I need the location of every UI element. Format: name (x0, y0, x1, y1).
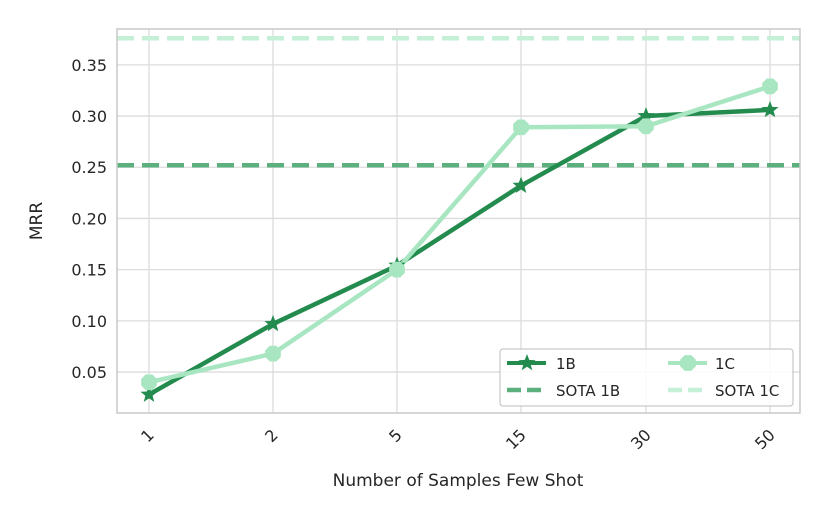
y-tick-label: 0.05 (71, 363, 107, 382)
data-point-1c (265, 345, 281, 362)
legend-1c-octagon-marker (680, 355, 696, 371)
data-point-1c (141, 374, 157, 391)
y-tick-label: 0.30 (71, 107, 107, 126)
y-tick-label: 0.10 (71, 312, 107, 331)
data-point-1b (140, 385, 158, 402)
x-tick-labels: 1 2 5 15 30 50 (137, 425, 779, 453)
series-line-1b (147, 107, 771, 397)
data-point-1c (513, 119, 529, 136)
data-point-1c (638, 118, 654, 135)
y-axis-title: MRR (27, 202, 47, 240)
data-point-1c (762, 78, 778, 95)
legend-1b-label: 1B (556, 355, 576, 373)
y-tick-labels: 0.05 0.10 0.15 0.20 0.25 0.30 0.35 (71, 56, 107, 382)
data-point-1b (264, 314, 282, 332)
x-tick-label: 50 (751, 425, 779, 453)
x-axis-title: Number of Samples Few Shot (333, 471, 584, 491)
x-tick-label: 1 (137, 425, 158, 446)
data-point-1b (512, 176, 530, 193)
data-series (140, 78, 779, 402)
x-tick-label: 30 (627, 425, 655, 453)
legend-sota-1c-label: SOTA 1C (715, 382, 779, 400)
x-tick-label: 2 (261, 425, 282, 446)
data-point-1b (761, 100, 779, 118)
data-point-1b (637, 107, 655, 124)
legend-1c-label: 1C (715, 355, 735, 373)
y-tick-label: 0.20 (71, 209, 107, 228)
plot-frame (116, 28, 801, 414)
x-tick-label: 15 (502, 425, 530, 453)
legend-sota-1b-label: SOTA 1B (556, 382, 620, 400)
legend: 1B 1C SOTA 1B SOTA 1C (499, 348, 794, 407)
x-tick-label: 5 (385, 425, 406, 446)
reference-lines (117, 35, 800, 168)
series-line-1c (148, 84, 771, 385)
legend-box (499, 348, 794, 407)
y-tick-label: 0.25 (71, 158, 107, 177)
data-point-1c (389, 261, 405, 278)
legend-1b-star-marker (518, 354, 536, 371)
y-tick-label: 0.15 (71, 261, 107, 280)
y-tick-label: 0.35 (71, 56, 107, 75)
